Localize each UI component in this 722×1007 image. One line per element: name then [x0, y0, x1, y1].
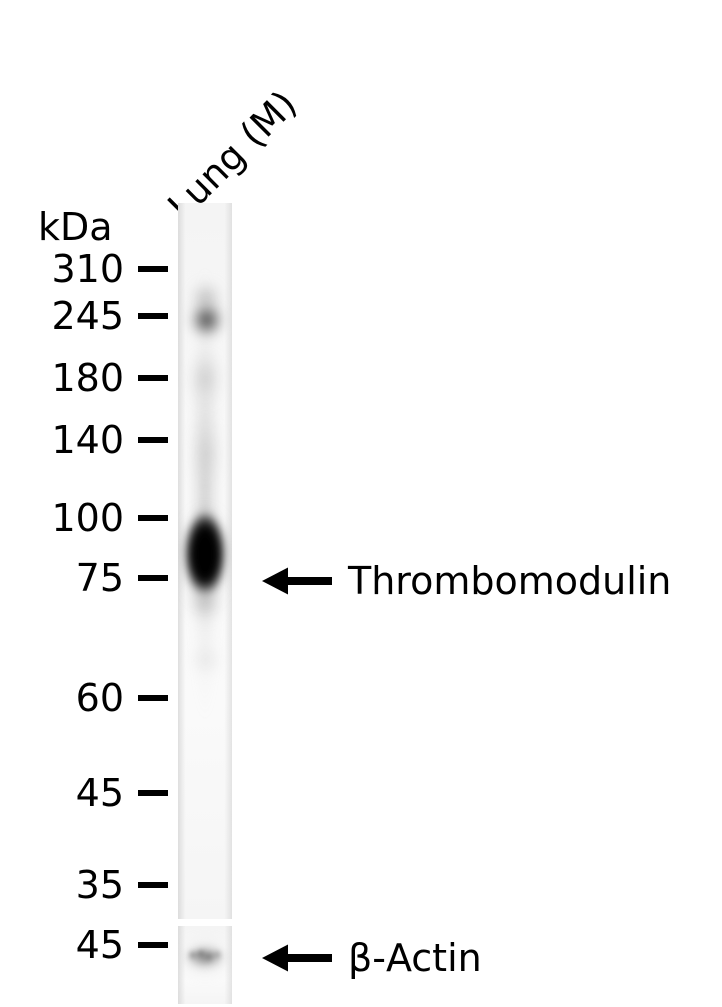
- band-nonspecific-120kda: [191, 418, 221, 488]
- marker-60-tick: [138, 695, 168, 701]
- band-beta-actin-speckle: [188, 946, 222, 964]
- marker-35: 35: [20, 865, 168, 905]
- arrow-left-icon: [262, 566, 332, 596]
- marker-100-tick: [138, 515, 168, 521]
- marker-75-value: 75: [75, 556, 124, 600]
- marker-60-value: 60: [75, 676, 124, 720]
- annotation-beta-actin: β-Actin: [262, 939, 482, 977]
- band-nonspecific-240kda: [187, 296, 225, 342]
- marker-310-value: 310: [51, 247, 124, 291]
- marker-actin-45: 45: [20, 925, 168, 965]
- marker-35-tick: [138, 882, 168, 888]
- blot-panel-thrombomodulin: [178, 203, 232, 919]
- annotation-beta-actin-label: β-Actin: [348, 936, 482, 980]
- marker-35-value: 35: [75, 863, 124, 907]
- blot-panel-beta-actin: [178, 926, 232, 1004]
- marker-180: 180: [20, 358, 168, 398]
- annotation-thrombomodulin-label: Thrombomodulin: [348, 559, 672, 603]
- marker-245-tick: [138, 313, 168, 319]
- marker-75: 75: [20, 558, 168, 598]
- marker-140-value: 140: [51, 418, 124, 462]
- marker-45-value: 45: [75, 771, 124, 815]
- marker-100: 100: [20, 498, 168, 538]
- marker-75-tick: [138, 575, 168, 581]
- annotation-thrombomodulin: Thrombomodulin: [262, 562, 671, 600]
- marker-60: 60: [20, 678, 168, 718]
- marker-180-tick: [138, 375, 168, 381]
- marker-45-tick: [138, 790, 168, 796]
- marker-100-value: 100: [51, 496, 124, 540]
- marker-310: 310: [20, 249, 168, 289]
- marker-actin-45-tick: [138, 942, 168, 948]
- marker-245-value: 245: [51, 294, 124, 338]
- marker-140-tick: [138, 437, 168, 443]
- marker-45: 45: [20, 773, 168, 813]
- marker-actin-45-value: 45: [75, 923, 124, 967]
- band-thrombomodulin: [178, 493, 232, 631]
- band-nonspecific-165kda: [189, 353, 223, 409]
- marker-245: 245: [20, 296, 168, 336]
- band-thrombomodulin-core: [185, 513, 225, 599]
- marker-310-tick: [138, 266, 168, 272]
- marker-180-value: 180: [51, 356, 124, 400]
- arrow-left-icon: [262, 943, 332, 973]
- kda-axis-title: kDa: [38, 205, 113, 249]
- band-thrombomodulin-lower-smear: [188, 591, 222, 631]
- band-nonspecific-65kda: [190, 643, 222, 677]
- marker-140: 140: [20, 420, 168, 460]
